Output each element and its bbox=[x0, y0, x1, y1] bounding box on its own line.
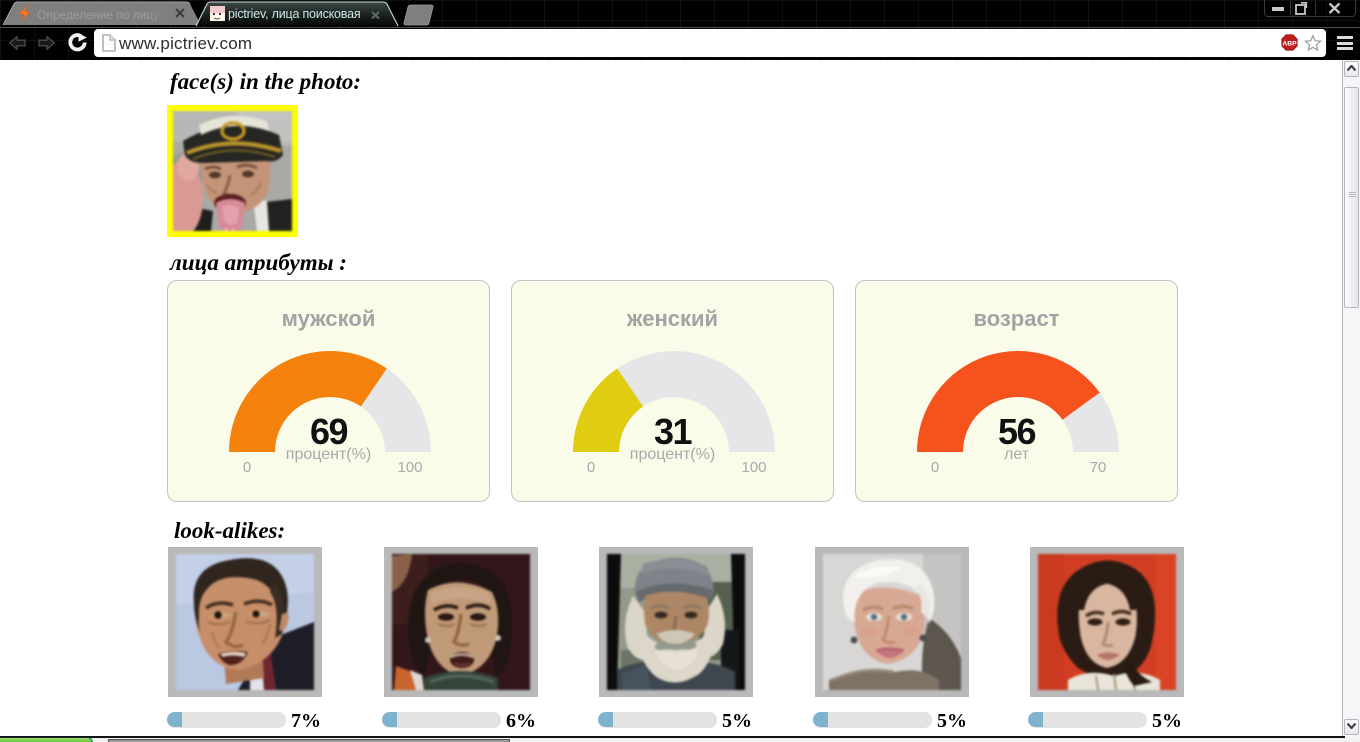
svg-text:ABP: ABP bbox=[1282, 40, 1297, 47]
